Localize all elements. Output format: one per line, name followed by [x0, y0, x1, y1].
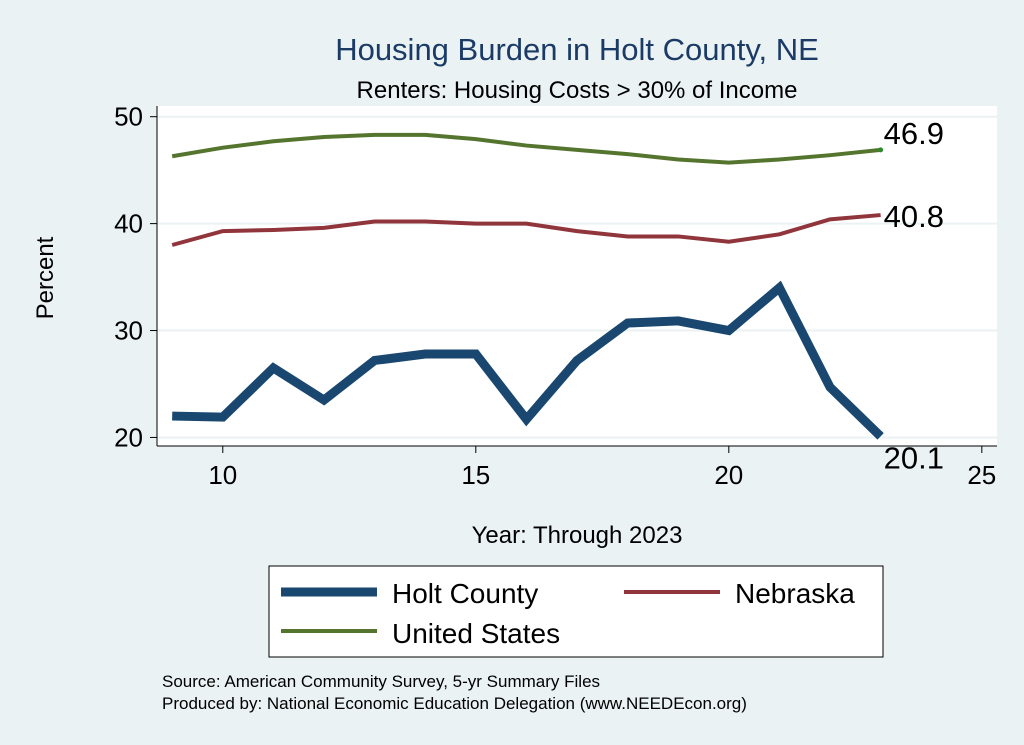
- series-line-holt-county: [172, 280, 884, 440]
- legend-label-nebraska: Nebraska: [735, 578, 855, 609]
- end-label-holt-county: 20.1: [884, 440, 944, 475]
- x-tick-label-15: 15: [461, 460, 490, 490]
- plot-area: [157, 106, 997, 446]
- y-axis-title: Percent: [32, 236, 59, 319]
- chart-title: Housing Burden in Holt County, NE: [335, 32, 819, 67]
- axes: [156, 106, 997, 447]
- legend: Holt County Nebraska United States: [268, 565, 884, 658]
- legend-label-holt: Holt County: [392, 578, 538, 609]
- chart-subtitle: Renters: Housing Costs > 30% of Income: [357, 77, 798, 104]
- x-tick-label-25: 25: [967, 460, 996, 490]
- series-line-united-states: [171, 132, 881, 165]
- grid-lines: [157, 115, 997, 439]
- end-labels: 20.1 40.8 46.9: [884, 116, 944, 476]
- y-ticks: 20 30 40 50: [114, 102, 157, 452]
- legend-box: [268, 565, 884, 658]
- series-end-point-united-states: [878, 147, 884, 153]
- end-label-united-states: 46.9: [884, 116, 944, 151]
- y-tick-label-50: 50: [114, 102, 143, 132]
- x-tick-label-10: 10: [208, 460, 237, 490]
- series-lines: [171, 132, 884, 440]
- x-tick-label-20: 20: [714, 460, 743, 490]
- produced-by-note: Produced by: National Economic Education…: [162, 694, 747, 713]
- source-note: Source: American Community Survey, 5-yr …: [162, 672, 600, 691]
- y-tick-label-20: 20: [114, 422, 143, 452]
- series-line-nebraska: [171, 213, 881, 247]
- end-label-nebraska: 40.8: [884, 199, 944, 234]
- x-ticks: 10 15 20 25: [208, 446, 996, 490]
- x-axis-title: Year: Through 2023: [472, 522, 683, 549]
- y-tick-label-40: 40: [114, 209, 143, 239]
- legend-label-us: United States: [392, 618, 560, 649]
- y-tick-label-30: 30: [114, 316, 143, 346]
